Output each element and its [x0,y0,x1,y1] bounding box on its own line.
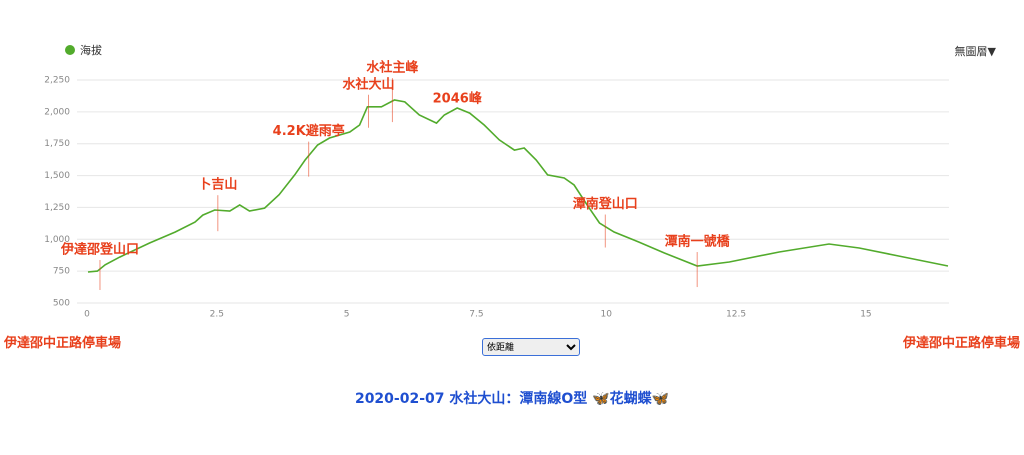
annotation-label: 水社主峰 [366,60,419,76]
chart: 500 750 1,000 1,250 1,500 1,750 2,000 2,250 0 2.5… [44,43,949,320]
x-tick-label: 2.5 [210,310,224,320]
layer-menu[interactable]: 無圖層▼ [955,43,996,59]
page-title: 2020-02-07 水社大山：潭南線O型 🦋花蝴蝶🦋 [354,391,670,407]
x-tick-label: 12.5 [726,310,746,320]
annotation-label: 潭南登山口 [573,196,638,212]
x-tick-label: 15 [860,310,871,320]
legend-label: 海拔 [80,43,102,57]
x-tick-label: 5 [344,310,350,320]
annotation-label: 4.2K避雨亭 [273,123,345,139]
annotation-label: 潭南一號橋 [665,234,731,250]
legend-marker [65,45,75,55]
y-tick-label: 1,250 [44,203,70,213]
start-label: 伊達邵中正路停車場 [4,336,122,351]
y-tick-label: 2,250 [44,76,70,86]
annotation-label: 2046峰 [433,91,483,107]
annotation-label: 卜吉山 [198,177,237,193]
y-tick-label: 1,500 [44,171,70,181]
y-tick-label: 2,000 [44,107,70,117]
sort-select[interactable]: 依距離 [482,338,580,356]
x-tick-label: 0 [84,310,90,320]
x-tick-label: 10 [601,310,613,320]
x-tick-label: 7.5 [469,310,483,320]
y-tick-label: 500 [53,299,70,309]
annotation-label: 伊達邵登山口 [60,242,139,258]
y-tick-label: 1,000 [44,235,70,245]
dropdown-arrow: ▼ [987,45,996,58]
y-tick-label: 1,750 [44,139,70,149]
y-tick-label: 750 [53,267,70,277]
annotation-label: 水社大山 [342,76,394,92]
elevation-line [87,99,949,273]
end-label: 伊達邵中正路停車場 [902,336,1020,351]
layer-menu-label: 無圖層 [954,45,988,58]
